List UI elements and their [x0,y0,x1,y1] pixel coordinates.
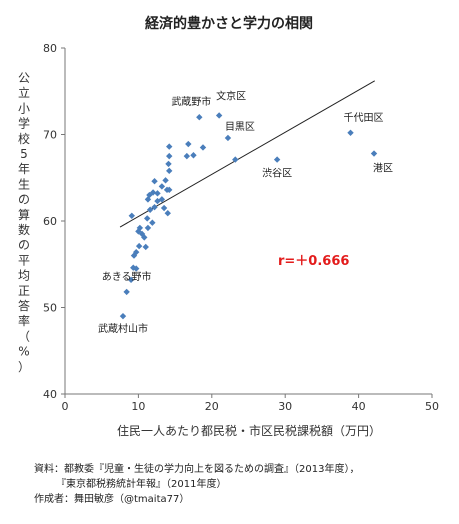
data-point [166,152,173,160]
data-point [123,288,130,296]
source-line-1: 資料：都教委『児童・生徒の学力向上を図るための調査』（2013年度）， [34,464,360,475]
point-label: 港区 [373,163,393,175]
data-point [130,252,138,259]
y-axis-label-char: 小 [18,101,30,115]
data-point [190,152,197,159]
data-point [141,234,148,241]
data-point [164,210,171,217]
y-axis-label-char: の [18,238,30,252]
data-point [162,177,169,184]
y-axis-label-char: 均 [18,269,30,283]
data-point [149,219,156,226]
y-tick-label: 40 [43,388,57,401]
point-label: 武蔵村山市 [98,322,148,335]
y-axis-label-char: % [18,345,29,359]
y-axis-label-char: 5 [20,147,28,161]
y-axis-label-char: 公 [18,71,30,85]
data-point [347,129,354,136]
data-point [135,242,143,250]
data-point [142,243,149,251]
y-axis-label-char: ） [18,360,30,374]
y-tick-label: 70 [43,129,57,142]
y-axis-label-char: 数 [18,222,30,237]
y-axis-label-char: の [18,193,30,207]
data-point [128,212,135,220]
chart-title: 経済的豊かさと学力の相関 [145,15,313,32]
data-point [165,160,172,168]
y-axis-label-char: 答 [18,298,30,313]
trendline [119,80,375,228]
x-tick-label: 20 [205,400,219,413]
x-tick-label: 40 [352,400,366,413]
author-line: 作成者：舞田敏彦（@tmaita77） [34,494,190,505]
y-axis-label-char: 学 [18,116,30,131]
data-point [154,190,161,197]
data-point [151,203,158,211]
data-point [119,312,127,320]
data-point [215,112,223,119]
data-point [224,134,232,142]
x-tick-label: 0 [62,400,69,413]
data-point [158,196,166,203]
data-point [136,224,144,232]
data-point [144,224,152,232]
y-axis-label-char: 平 [18,253,30,267]
trendline-group [119,80,375,228]
x-tick-label: 10 [131,400,145,413]
data-point [166,143,173,150]
data-point [166,167,173,175]
point-label: あきる野市 [102,270,152,283]
data-point [199,144,207,151]
y-axis-label-char: 正 [18,284,30,298]
y-axis-label-char: 生 [18,177,30,191]
data-point [132,265,140,272]
data-point [132,248,140,256]
points-group [119,112,378,320]
source-notes: 資料：都教委『児童・生徒の学力向上を図るための調査』（2013年度）， 『東京都… [34,462,454,507]
data-point [273,156,281,163]
y-tick-label: 80 [43,42,57,55]
data-point [232,156,239,163]
point-label: 渋谷区 [262,167,292,180]
data-point [146,206,154,213]
y-axis-label-char: 率 [18,313,30,328]
data-point [185,140,192,148]
y-axis-label-char: 校 [18,131,30,146]
y-axis-label-char: 立 [18,85,30,100]
point-label: 目黒区 [225,121,255,133]
data-point [196,114,203,121]
data-point [158,183,166,190]
data-point [370,150,378,157]
y-axis-label-char: 年 [18,162,30,176]
point-label: 武蔵野市 [171,95,211,108]
x-tick-label: 50 [425,400,439,413]
y-axis-label-char: （ [18,329,30,343]
y-tick-label: 50 [43,302,57,315]
data-point [144,215,151,222]
data-point [146,191,153,199]
y-tick-label: 60 [43,215,57,228]
tick-labels: 0 10 20 30 40 50 40 50 60 70 80 [43,42,439,413]
point-label: 千代田区 [344,112,384,124]
data-point [166,186,173,194]
source-line-2: 『東京都税務統計年報』（2011年度） [56,479,227,490]
point-label: 文京区 [216,89,246,102]
data-point [160,204,168,212]
x-tick-label: 30 [278,400,292,413]
axes [61,47,433,398]
correlation-label: r=＋0.666 [278,254,349,269]
data-point [183,152,191,160]
x-axis-label: 住民一人あたり都民税・市区民税課税額（万円） [117,423,381,438]
data-point [151,178,158,185]
data-point [127,276,135,284]
y-axis-label-char: 算 [18,207,30,222]
